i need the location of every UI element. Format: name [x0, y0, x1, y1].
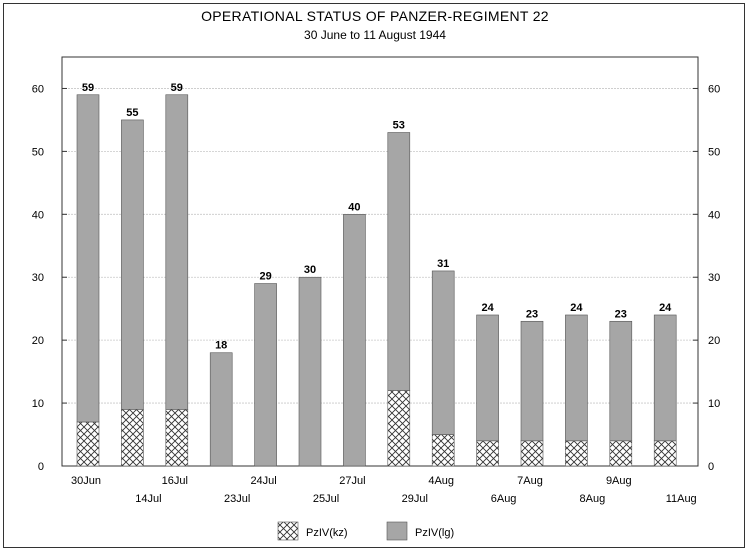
x-tick-label: 4Aug: [428, 475, 454, 487]
legend-swatch-lg: [386, 521, 408, 541]
data-label-total: 24: [481, 302, 494, 314]
y-tick-label-right: 0: [708, 461, 714, 473]
y-tick-label-left: 20: [32, 335, 44, 347]
data-label-total: 18: [215, 340, 227, 352]
y-tick-label-left: 60: [32, 83, 44, 95]
bar-segment-pziv-lg: [343, 214, 366, 467]
data-label-total: 59: [171, 82, 183, 94]
data-label-total: 53: [393, 120, 405, 132]
bar-segment-pziv-kz: [653, 440, 677, 467]
y-tick-label-left: 50: [32, 146, 44, 158]
bar-segment-pziv-kz: [476, 440, 499, 467]
bar-segment-pziv-lg: [254, 283, 277, 467]
plot-area: [61, 56, 699, 467]
data-label-total: 23: [615, 308, 627, 320]
y-tick-label-left: 40: [32, 209, 44, 221]
x-tick-label: 14Jul: [135, 493, 161, 505]
legend-label: PzIV(kz): [306, 527, 348, 539]
x-tick-label: 25Jul: [313, 493, 339, 505]
data-label-total: 55: [126, 107, 138, 119]
data-label-total: 30: [304, 264, 316, 276]
y-tick-label-right: 60: [708, 83, 720, 95]
bar-segment-pziv-kz: [121, 409, 144, 467]
bar-segment-pziv-kz: [520, 440, 544, 467]
x-tick-label: 8Aug: [580, 493, 606, 505]
x-tick-label: 16Jul: [162, 475, 188, 487]
x-tick-label: 9Aug: [606, 475, 632, 487]
legend: PzIV(kz) PzIV(lg): [277, 521, 454, 541]
bar-segment-pziv-kz: [431, 434, 455, 467]
x-tick-label: 30Jun: [71, 475, 101, 487]
bar-segment-pziv-lg: [121, 119, 144, 410]
bar-segment-pziv-lg: [298, 276, 322, 467]
bar-segment-pziv-lg: [76, 94, 100, 423]
y-tick-label-right: 50: [708, 146, 720, 158]
chart-title: OPERATIONAL STATUS OF PANZER-REGIMENT 22: [201, 8, 549, 24]
x-tick-label: 6Aug: [491, 493, 517, 505]
x-tick-label: 27Jul: [339, 475, 365, 487]
y-tick-label-right: 40: [708, 209, 720, 221]
bars: 59 55 59 18 29 30 40 53 31 24 23 24 23 24: [76, 82, 677, 467]
legend-label: PzIV(lg): [415, 527, 454, 539]
bar-segment-pziv-kz: [76, 421, 100, 467]
y-tick-label-right: 20: [708, 335, 720, 347]
y-tick-label-left: 30: [32, 272, 44, 284]
bar-segment-pziv-kz: [165, 409, 189, 467]
bar-segment-pziv-lg: [653, 314, 677, 442]
data-label-total: 24: [570, 302, 583, 314]
bar-segment-pziv-lg: [209, 352, 233, 467]
bar-segment-pziv-lg: [565, 314, 588, 442]
bar-segment-pziv-lg: [520, 320, 544, 442]
data-label-total: 24: [659, 302, 672, 314]
x-tick-label: 29Jul: [402, 493, 428, 505]
bar-segment-pziv-lg: [431, 270, 455, 435]
x-tick-label: 11Aug: [666, 493, 697, 505]
bar-segment-pziv-lg: [476, 314, 499, 442]
data-label-total: 23: [526, 308, 538, 320]
y-tick-label-right: 30: [708, 272, 720, 284]
data-label-total: 59: [82, 82, 94, 94]
data-label-total: 31: [437, 258, 449, 270]
bar-segment-pziv-lg: [387, 132, 411, 391]
bar-segment-pziv-kz: [609, 440, 633, 467]
x-tick-label: 7Aug: [517, 475, 543, 487]
y-tick-label-right: 10: [708, 398, 720, 410]
grid-lines: [62, 88, 698, 404]
y-tick-label-left: 10: [32, 398, 44, 410]
bar-segment-pziv-kz: [565, 440, 588, 467]
chart-subtitle: 30 June to 11 August 1944: [304, 28, 446, 42]
data-label-total: 29: [259, 271, 271, 283]
data-label-total: 40: [348, 201, 360, 213]
y-tick-label-left: 0: [38, 461, 44, 473]
bar-segment-pziv-lg: [165, 94, 189, 410]
x-tick-label: 23Jul: [224, 493, 250, 505]
bar-segment-pziv-kz: [387, 390, 411, 467]
bar-segment-pziv-lg: [609, 320, 633, 442]
x-tick-label: 24Jul: [250, 475, 276, 487]
legend-swatch-kz: [277, 521, 299, 541]
axis-ticks: 0 0 10 10 20 20 30 30 40 40 50 50 60 60: [32, 83, 721, 473]
